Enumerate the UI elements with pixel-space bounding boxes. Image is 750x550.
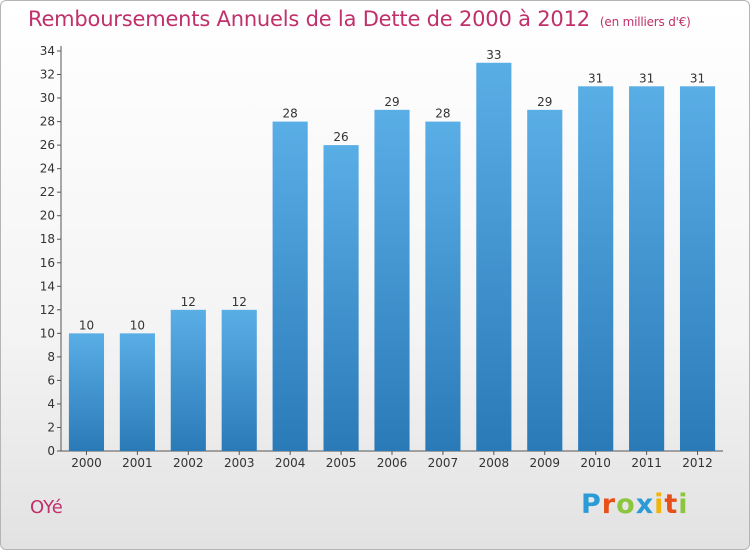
y-tick-label-12: 12 (40, 303, 55, 317)
y-tick-label-26: 26 (40, 138, 55, 152)
y-tick-label-20: 20 (40, 209, 55, 223)
bar-2007 (425, 121, 461, 452)
y-tick-label-0: 0 (47, 444, 55, 458)
bar-2012 (679, 86, 716, 451)
x-tick-label-2012: 2012 (682, 456, 713, 470)
bar-2010 (578, 86, 614, 451)
logo-letter: P (581, 489, 602, 520)
y-tick-label-10: 10 (40, 326, 55, 340)
value-label-2002: 12 (181, 295, 196, 309)
chart-title-text: Remboursements Annuels de la Dette de 20… (28, 7, 590, 31)
bar-2006 (374, 109, 410, 451)
chart-subtitle: (en milliers d'€) (599, 15, 691, 29)
y-tick-label-32: 32 (40, 68, 55, 82)
x-tick-label-2004: 2004 (275, 456, 306, 470)
bar-2005 (323, 145, 359, 451)
value-label-2004: 28 (283, 107, 298, 121)
value-label-2006: 29 (384, 95, 399, 109)
logo-letter: t (664, 489, 679, 520)
x-tick-label-2003: 2003 (224, 456, 255, 470)
y-tick-label-14: 14 (40, 279, 55, 293)
y-tick-label-28: 28 (40, 115, 55, 129)
value-label-2005: 26 (333, 130, 348, 144)
labels: 0246810121416182022242628303234102000102… (40, 44, 713, 470)
value-label-2010: 31 (588, 71, 603, 85)
y-tick-label-22: 22 (40, 185, 55, 199)
x-tick-label-2010: 2010 (580, 456, 611, 470)
logo-letter: r (601, 489, 617, 520)
y-tick-label-24: 24 (40, 162, 55, 176)
x-tick-label-2006: 2006 (377, 456, 408, 470)
bar-2000 (68, 333, 105, 451)
y-tick-label-2: 2 (47, 420, 55, 434)
y-tick-label-30: 30 (40, 91, 55, 105)
value-label-2011: 31 (639, 71, 654, 85)
bar-2011 (629, 86, 665, 451)
logo-letter: i (654, 489, 665, 520)
x-tick-label-2001: 2001 (122, 456, 153, 470)
y-tick-label-4: 4 (47, 397, 55, 411)
value-label-2007: 28 (435, 107, 450, 121)
logo-letter: x (635, 489, 655, 520)
chart-title: Remboursements Annuels de la Dette de 20… (28, 7, 691, 31)
bar-2001 (119, 333, 155, 451)
bar-2008 (476, 62, 512, 451)
y-tick-label-6: 6 (47, 373, 55, 387)
y-tick-label-8: 8 (47, 350, 55, 364)
value-label-2001: 10 (130, 318, 145, 332)
bar-2009 (527, 109, 563, 451)
x-tick-label-2011: 2011 (631, 456, 662, 470)
bar-2004 (272, 121, 308, 452)
proxiti-logo: Proxiti (581, 489, 689, 520)
x-tick-label-2002: 2002 (173, 456, 204, 470)
bar-2002 (170, 309, 206, 451)
x-tick-label-2007: 2007 (428, 456, 459, 470)
value-label-2012: 31 (690, 71, 705, 85)
value-label-2003: 12 (232, 295, 247, 309)
value-label-2008: 33 (486, 48, 501, 62)
bars (68, 62, 716, 452)
commune-name: OYé (30, 497, 63, 518)
logo-letter: o (616, 489, 636, 520)
y-tick-label-18: 18 (40, 232, 55, 246)
x-tick-label-2008: 2008 (479, 456, 510, 470)
logo-letter: i (678, 489, 689, 520)
x-tick-label-2005: 2005 (326, 456, 357, 470)
y-tick-label-34: 34 (40, 44, 55, 58)
value-label-2000: 10 (79, 318, 94, 332)
x-tick-label-2000: 2000 (71, 456, 102, 470)
value-label-2009: 29 (537, 95, 552, 109)
y-tick-label-16: 16 (40, 256, 55, 270)
bar-2003 (221, 309, 257, 451)
x-tick-label-2009: 2009 (529, 456, 560, 470)
